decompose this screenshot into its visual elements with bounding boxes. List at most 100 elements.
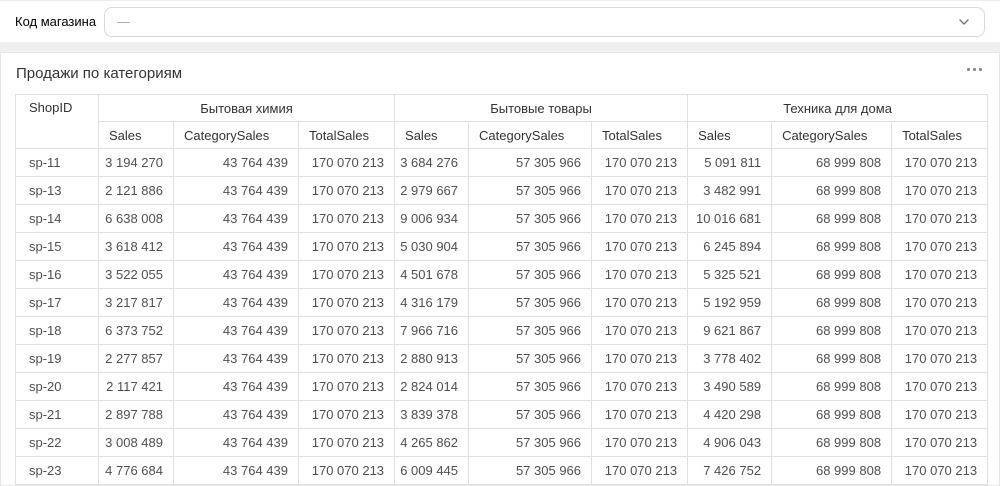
value-cell: 68 999 808	[771, 428, 893, 457]
shop-code-select[interactable]: —	[104, 6, 985, 37]
value-cell: 4 501 678	[394, 260, 470, 289]
value-cell: 170 070 213	[591, 148, 689, 177]
value-cell: 170 070 213	[591, 288, 689, 317]
value-cell: 6 373 752	[98, 316, 174, 345]
table-row: sp-13 2 121 886 43 764 439 170 070 213 2 979…	[15, 176, 989, 205]
sales-table: ShopID Бытовая химия Бытовые товары Техн…	[15, 94, 989, 485]
value-cell: 170 070 213	[297, 400, 396, 429]
value-cell: 170 070 213	[591, 176, 689, 205]
value-cell: 170 070 213	[591, 456, 689, 485]
value-cell: 6 009 445	[394, 456, 470, 485]
value-cell: 57 305 966	[468, 288, 593, 317]
value-cell: 170 070 213	[297, 316, 396, 345]
value-cell: 68 999 808	[771, 344, 893, 373]
column-header-categorysales[interactable]: CategorySales	[173, 121, 299, 149]
value-cell: 57 305 966	[468, 372, 593, 401]
value-cell: 170 070 213	[591, 428, 689, 457]
value-cell: 68 999 808	[771, 204, 893, 233]
value-cell: 170 070 213	[297, 288, 396, 317]
column-header-sales[interactable]: Sales	[98, 121, 174, 149]
value-cell: 170 070 213	[591, 204, 689, 233]
value-cell: 43 764 439	[173, 372, 299, 401]
value-cell: 170 070 213	[297, 428, 396, 457]
sub-header-row: Sales CategorySales TotalSales Sales Cat…	[16, 121, 989, 149]
table-row: sp-15 3 618 412 43 764 439 170 070 213 5 030…	[15, 232, 989, 261]
column-header-totalsales[interactable]: TotalSales	[297, 121, 396, 149]
widget-menu-button[interactable]	[963, 60, 985, 78]
value-cell: 57 305 966	[468, 232, 593, 261]
sales-table-widget: Продажи по категориям ShopID Бытовая хим…	[0, 52, 1000, 486]
value-cell: 170 070 213	[297, 204, 396, 233]
column-header-totalsales[interactable]: TotalSales	[591, 121, 689, 149]
value-cell: 170 070 213	[591, 400, 689, 429]
group-header-goods: Бытовые товары	[394, 94, 689, 122]
value-cell: 2 121 886	[98, 176, 174, 205]
value-cell: 3 217 817	[98, 288, 174, 317]
value-cell: 43 764 439	[173, 400, 299, 429]
value-cell: 57 305 966	[468, 260, 593, 289]
chevron-down-icon	[959, 18, 969, 25]
value-cell: 3 482 991	[687, 176, 773, 205]
value-cell: 4 776 684	[98, 456, 174, 485]
value-cell: 43 764 439	[173, 260, 299, 289]
value-cell: 5 192 959	[687, 288, 773, 317]
table-row: sp-17 3 217 817 43 764 439 170 070 213 4 316…	[15, 288, 989, 317]
shopid-cell: sp-16	[15, 260, 99, 289]
column-header-shopid[interactable]: ShopID	[15, 94, 99, 149]
value-cell: 68 999 808	[771, 316, 893, 345]
value-cell: 2 824 014	[394, 372, 470, 401]
table-body: sp-11 3 194 270 43 764 439 170 070 213 3 684…	[15, 148, 989, 485]
value-cell: 68 999 808	[771, 372, 893, 401]
value-cell: 170 070 213	[891, 344, 989, 373]
value-cell: 170 070 213	[891, 204, 989, 233]
value-cell: 3 008 489	[98, 428, 174, 457]
value-cell: 170 070 213	[891, 316, 989, 345]
shopid-cell: sp-17	[15, 288, 99, 317]
value-cell: 68 999 808	[771, 232, 893, 261]
value-cell: 6 245 894	[687, 232, 773, 261]
value-cell: 9 621 867	[687, 316, 773, 345]
value-cell: 4 420 298	[687, 400, 773, 429]
value-cell: 43 764 439	[173, 288, 299, 317]
value-cell: 170 070 213	[891, 260, 989, 289]
value-cell: 170 070 213	[891, 176, 989, 205]
value-cell: 170 070 213	[297, 372, 396, 401]
table-row: sp-11 3 194 270 43 764 439 170 070 213 3 684…	[15, 148, 989, 177]
column-header-categorysales[interactable]: CategorySales	[771, 121, 893, 149]
value-cell: 43 764 439	[173, 344, 299, 373]
table-row: sp-23 4 776 684 43 764 439 170 070 213 6 009…	[15, 456, 989, 485]
table-row: sp-22 3 008 489 43 764 439 170 070 213 4 265…	[15, 428, 989, 457]
widget-header: Продажи по категориям	[1, 53, 999, 94]
value-cell: 68 999 808	[771, 400, 893, 429]
value-cell: 170 070 213	[891, 232, 989, 261]
table-row: sp-18 6 373 752 43 764 439 170 070 213 7 966…	[15, 316, 989, 345]
value-cell: 170 070 213	[591, 372, 689, 401]
value-cell: 170 070 213	[891, 148, 989, 177]
value-cell: 68 999 808	[771, 260, 893, 289]
value-cell: 57 305 966	[468, 344, 593, 373]
value-cell: 170 070 213	[891, 288, 989, 317]
select-value: —	[117, 14, 131, 29]
shopid-cell: sp-11	[15, 148, 99, 177]
column-header-sales[interactable]: Sales	[687, 121, 773, 149]
value-cell: 57 305 966	[468, 316, 593, 345]
shopid-cell: sp-15	[15, 232, 99, 261]
value-cell: 3 522 055	[98, 260, 174, 289]
value-cell: 2 880 913	[394, 344, 470, 373]
value-cell: 57 305 966	[468, 204, 593, 233]
column-header-sales[interactable]: Sales	[394, 121, 470, 149]
value-cell: 170 070 213	[591, 316, 689, 345]
column-header-totalsales[interactable]: TotalSales	[891, 121, 989, 149]
group-header-chemicals: Бытовая химия	[97, 94, 396, 122]
widget-title: Продажи по категориям	[16, 65, 183, 82]
table-row: sp-19 2 277 857 43 764 439 170 070 213 2 880…	[15, 344, 989, 373]
group-header-row: ShopID Бытовая химия Бытовые товары Техн…	[15, 94, 989, 149]
value-cell: 57 305 966	[468, 176, 593, 205]
value-cell: 68 999 808	[771, 148, 893, 177]
column-header-categorysales[interactable]: CategorySales	[468, 121, 593, 149]
value-cell: 170 070 213	[891, 456, 989, 485]
shopid-cell: sp-14	[15, 204, 99, 233]
shopid-cell: sp-22	[15, 428, 99, 457]
value-cell: 3 618 412	[98, 232, 174, 261]
value-cell: 10 016 681	[687, 204, 773, 233]
